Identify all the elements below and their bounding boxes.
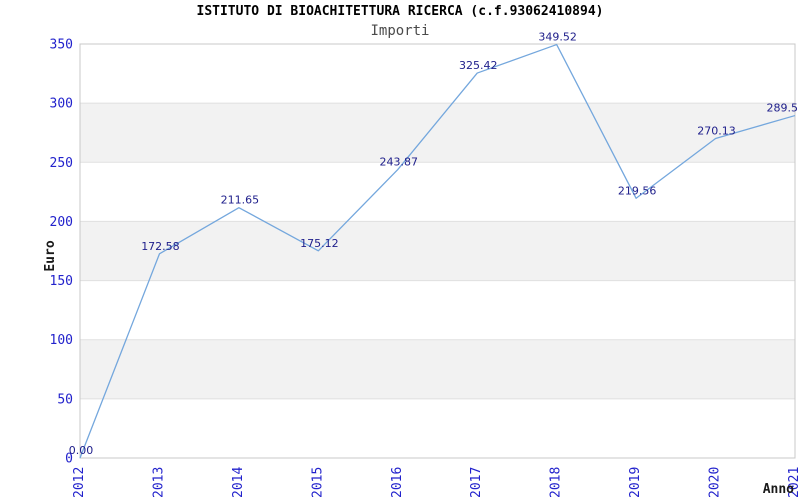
data-point-label: 172.58 <box>141 240 180 253</box>
x-axis-tick-label: 2017 <box>469 467 484 498</box>
x-axis-tick-label: 2021 <box>787 467 800 498</box>
x-axis-tick-label: 2019 <box>628 467 643 498</box>
data-point-label: 219.56 <box>618 184 657 197</box>
data-point-label: 243.87 <box>380 156 419 169</box>
plot-border <box>79 43 796 459</box>
x-axis-tick-label: 2020 <box>708 467 723 498</box>
y-axis-tick-label: 300 <box>50 97 73 112</box>
chart-title: ISTITUTO DI BIOACHITETTURA RICERCA (c.f.… <box>196 4 604 19</box>
plot-band <box>80 339 795 399</box>
y-axis-tick-label: 0 <box>65 452 73 467</box>
data-point-label: 175.12 <box>300 237 339 250</box>
y-axis-tick-label: 200 <box>50 215 73 230</box>
chart-subtitle: Importi <box>370 23 430 39</box>
x-axis-tick-label: 2014 <box>231 467 246 498</box>
data-point-label: 270.13 <box>697 124 736 137</box>
data-series-line <box>79 43 796 459</box>
x-axis-title: Anno <box>763 482 794 497</box>
x-axis-tick-label: 2016 <box>390 467 405 498</box>
data-point-label: 289.5 <box>767 102 799 115</box>
y-axis-tick-label: 350 <box>50 38 73 53</box>
x-axis-tick-label: 2018 <box>549 467 564 498</box>
plot-band <box>80 221 795 281</box>
y-axis-tick-label: 250 <box>50 156 73 171</box>
y-axis-tick-label: 100 <box>50 333 73 348</box>
data-point-label: 349.52 <box>538 31 577 44</box>
x-axis-tick-label: 2012 <box>72 467 87 498</box>
x-axis-tick-label: 2013 <box>151 467 166 498</box>
plot-band <box>80 103 795 163</box>
y-axis-title: Euro <box>43 240 58 271</box>
x-axis-tick-label: 2015 <box>310 467 325 498</box>
data-point-label: 0.00 <box>69 444 94 457</box>
data-point-label: 211.65 <box>221 194 260 207</box>
y-axis-tick-label: 150 <box>50 274 73 289</box>
data-point-label: 325.42 <box>459 59 498 72</box>
y-axis-tick-label: 50 <box>57 392 73 407</box>
